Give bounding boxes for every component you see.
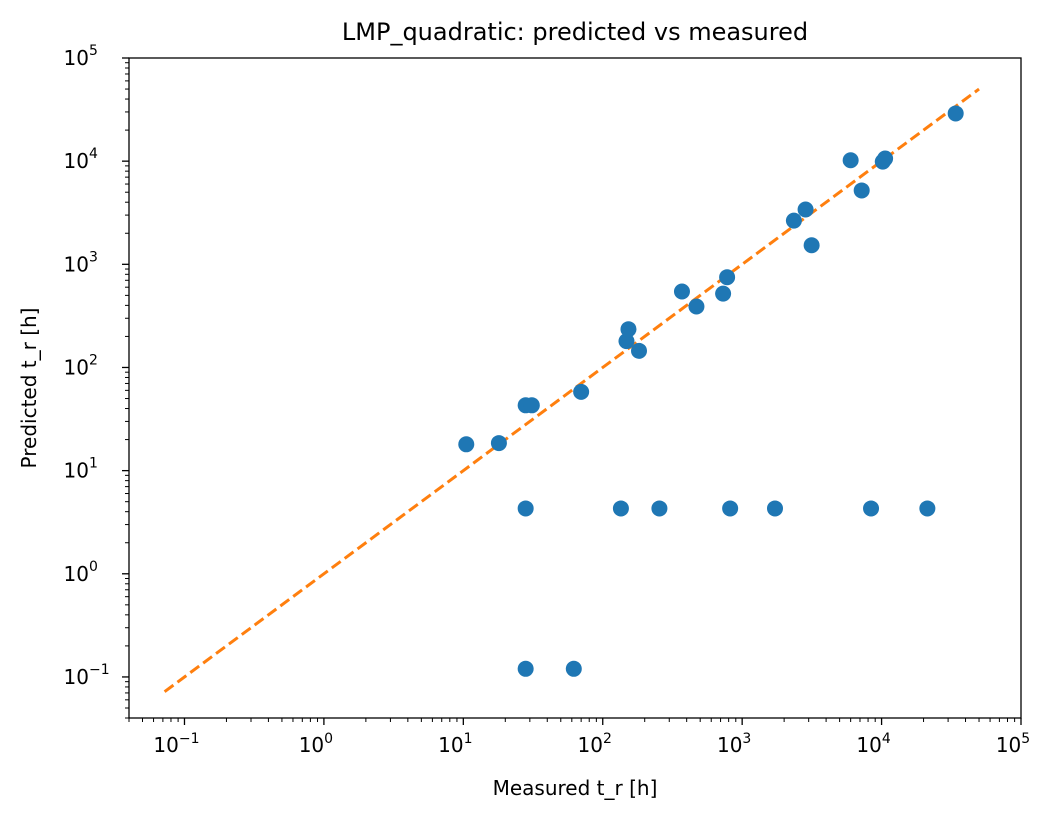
data-point: [612, 500, 629, 517]
y-tick-exponent: 2: [89, 352, 98, 368]
x-tick-label: 102: [578, 731, 612, 757]
x-tick-label: 101: [438, 731, 472, 757]
reference-line: [163, 87, 980, 693]
data-point: [688, 298, 705, 315]
y-tick-label: 10: [64, 665, 89, 689]
data-point: [785, 212, 802, 229]
data-point: [651, 500, 668, 517]
data-point: [517, 500, 534, 517]
data-point: [719, 269, 736, 286]
y-tick-label: 10: [64, 562, 89, 586]
y-tick-exponent: 4: [89, 146, 98, 162]
y-tick-label: 10: [64, 459, 89, 483]
x-axis-label: Measured t_r [h]: [493, 776, 658, 800]
y-tick-label: 10: [64, 149, 89, 173]
data-point: [877, 150, 894, 167]
data-point: [842, 152, 859, 169]
chart-title: LMP_quadratic: predicted vs measured: [342, 18, 808, 46]
x-tick-label: 100: [299, 731, 333, 757]
data-point: [853, 182, 870, 199]
reference-line-group: [163, 87, 980, 693]
y-tick-exponent: 1: [89, 456, 98, 472]
data-point: [517, 660, 534, 677]
x-tick-label: 105: [996, 731, 1030, 757]
plot-frame: [128, 57, 1022, 719]
x-tick-label: 104: [856, 731, 890, 757]
data-point: [618, 333, 635, 350]
data-point: [490, 435, 507, 452]
y-tick-exponent: −1: [89, 662, 110, 678]
data-point: [947, 105, 964, 122]
data-point: [766, 500, 783, 517]
data-point: [919, 500, 936, 517]
x-tick-label: 103: [717, 731, 751, 757]
data-point: [673, 283, 690, 300]
data-point: [630, 342, 647, 359]
data-point: [722, 500, 739, 517]
data-point: [458, 436, 475, 453]
y-tick-exponent: 3: [89, 249, 98, 265]
y-tick-exponent: 0: [89, 559, 98, 575]
data-point: [715, 285, 732, 302]
data-point: [565, 660, 582, 677]
data-point: [797, 201, 814, 218]
data-point: [523, 397, 540, 414]
y-tick-exponent: 5: [89, 43, 98, 59]
data-points: [458, 105, 964, 677]
data-point: [803, 237, 820, 254]
x-tick-label: 10−1: [153, 731, 199, 757]
y-tick-label: 10: [64, 46, 89, 70]
y-axis-label: Predicted t_r [h]: [17, 308, 41, 469]
data-point: [863, 500, 880, 517]
data-point: [573, 383, 590, 400]
y-tick-label: 10: [64, 355, 89, 379]
data-point: [620, 321, 637, 338]
y-tick-label: 10: [64, 252, 89, 276]
